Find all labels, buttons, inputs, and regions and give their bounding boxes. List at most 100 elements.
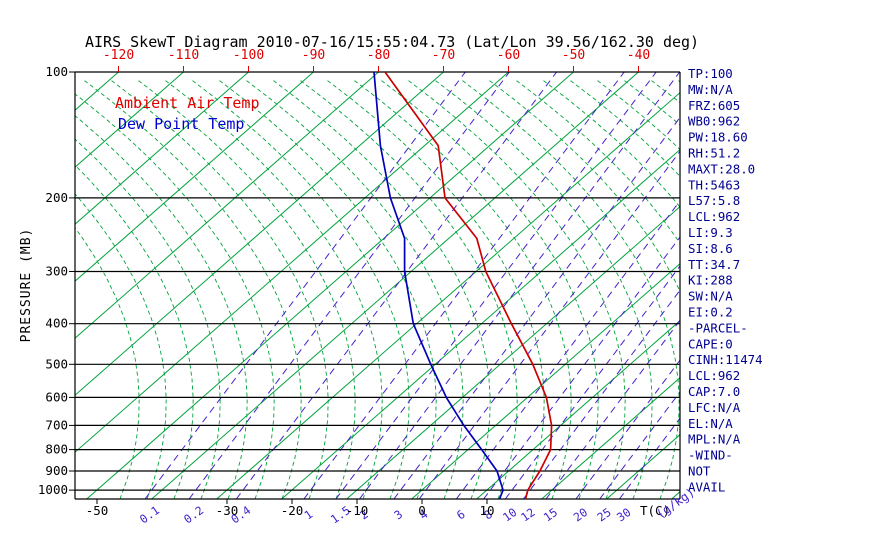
stat-line: CAPE:0 xyxy=(688,336,733,351)
stat-line: CAP:7.0 xyxy=(688,384,740,399)
top-temp-tick-label: -50 xyxy=(562,48,585,63)
stat-line: -PARCEL- xyxy=(688,320,748,335)
mixing-ratio-tick-label: 10 xyxy=(500,505,519,524)
mixing-ratio-line xyxy=(303,72,625,499)
bottom-temp-tick-label: -30 xyxy=(216,503,239,518)
stat-line: MAXT:28.0 xyxy=(688,161,755,176)
stat-line: AVAIL xyxy=(688,479,725,494)
mixing-ratio-tick-label: 6 xyxy=(454,507,468,522)
stat-line: SI:8.6 xyxy=(688,241,733,256)
top-temp-tick-label: -60 xyxy=(497,48,520,63)
isotherm-line xyxy=(86,72,574,499)
stat-line: TH:5463 xyxy=(688,177,740,192)
bottom-temp-tick-label: -20 xyxy=(281,503,304,518)
moist-adiabat-line xyxy=(838,79,870,499)
pressure-tick-label: 600 xyxy=(45,389,68,404)
pressure-gridlines xyxy=(74,71,681,500)
moist-adiabat-line xyxy=(649,78,680,104)
isotherm-line xyxy=(151,72,639,499)
isotherm-line xyxy=(281,148,680,499)
mixing-ratio-lines xyxy=(144,72,680,499)
moist-adiabat-line xyxy=(82,78,302,499)
mixing-ratio-tick-label: 0.1 xyxy=(137,503,162,526)
isotherm-line xyxy=(216,91,680,499)
top-temp-tick-label: -90 xyxy=(302,48,325,63)
temp-unit-label: T(C) xyxy=(640,503,670,518)
pressure-tick-label: 400 xyxy=(45,316,68,331)
top-temp-tick-label: -120 xyxy=(103,48,134,63)
bottom-temp-tick-label: 0 xyxy=(418,503,426,518)
moist-adiabat-line xyxy=(757,79,870,499)
stat-line: RH:51.2 xyxy=(688,146,740,161)
moist-adiabat-line xyxy=(460,78,680,499)
pressure-tick-label: 1000 xyxy=(38,482,68,497)
mixing-ratio-tick-label: 15 xyxy=(541,505,560,524)
mixing-ratio-line xyxy=(455,199,680,499)
isotherm-line xyxy=(411,262,680,499)
mixing-ratio-line xyxy=(599,391,680,499)
stat-line: EI:0.2 xyxy=(688,305,733,320)
chart-title: AIRS SkewT Diagram 2010-07-16/15:55:04.7… xyxy=(85,33,699,51)
moist-adiabat-line xyxy=(865,79,870,499)
top-temp-tick-label: -70 xyxy=(432,48,455,63)
isotherm-line xyxy=(75,72,509,453)
moist-adiabat-line xyxy=(298,78,518,499)
stat-line: TT:34.7 xyxy=(688,257,740,272)
stat-line: LCL:962 xyxy=(688,209,740,224)
mixing-ratio-line xyxy=(619,417,680,499)
stat-line: L57:5.8 xyxy=(688,193,740,208)
moist-adiabat-line xyxy=(136,78,356,499)
moist-adiabat-line xyxy=(75,164,194,499)
dew-point-temp-curve xyxy=(373,72,504,499)
pressure-tick-label: 300 xyxy=(45,264,68,279)
moist-adiabat-line xyxy=(487,78,680,293)
moist-adiabat-line xyxy=(163,78,383,499)
isotherm-line xyxy=(476,320,680,499)
mixing-ratio-line xyxy=(504,265,680,499)
isotherm-line xyxy=(75,72,119,111)
moist-adiabat-line xyxy=(75,138,221,499)
stat-line: FRZ:605 xyxy=(688,98,740,113)
pressure-tick-label: 100 xyxy=(45,64,68,79)
moist-adiabat-line xyxy=(75,115,248,499)
mixing-ratio-line xyxy=(359,72,680,499)
mixing-ratio-tick-label: 25 xyxy=(594,505,613,524)
mixing-ratio-line xyxy=(393,116,680,499)
stat-line: TP:100 xyxy=(688,66,733,81)
mixing-ratio-tick-label: 12 xyxy=(518,505,537,524)
moist-adiabat-line xyxy=(190,78,410,499)
stat-line: PW:18.60 xyxy=(688,130,748,145)
stat-line: NOT xyxy=(688,464,711,479)
mixing-ratio-tick-label: 0.2 xyxy=(181,503,206,526)
stat-line: MPL:N/A xyxy=(688,432,741,447)
stat-line: -WIND- xyxy=(688,448,733,463)
moist-adiabat-line xyxy=(379,78,599,499)
stat-line: SW:N/A xyxy=(688,289,733,304)
moist-adiabat-line xyxy=(784,79,870,499)
top-temp-tick-label: -110 xyxy=(168,48,199,63)
pressure-tick-label: 500 xyxy=(45,356,68,371)
moist-adiabat-line xyxy=(109,78,329,499)
mixing-ratio-line xyxy=(335,72,657,499)
moist-adiabat-line xyxy=(541,78,680,208)
moist-adiabat-line xyxy=(75,193,167,499)
pressure-tick-label: 900 xyxy=(45,463,68,478)
pressure-tick-label: 700 xyxy=(45,417,68,432)
sounding-curves xyxy=(373,72,553,499)
mixing-ratio-line xyxy=(418,150,680,499)
bottom-temp-tick-label: 10 xyxy=(479,503,494,518)
stat-line: EL:N/A xyxy=(688,416,733,431)
stats-panel: TP:100MW:N/AFRZ:605WB0:962PW:18.60RH:51.… xyxy=(688,66,763,494)
top-temp-tick-label: -100 xyxy=(233,48,264,63)
moist-adiabat-line xyxy=(568,78,680,177)
isotherm-line xyxy=(75,72,184,168)
stat-line: LFC:N/A xyxy=(688,400,741,415)
mixing-ratio-tick-label: 30 xyxy=(614,505,633,524)
isotherm-line xyxy=(346,205,680,499)
isotherm-line xyxy=(541,377,680,499)
stat-line: MW:N/A xyxy=(688,82,733,97)
stat-line: KI:288 xyxy=(688,273,733,288)
